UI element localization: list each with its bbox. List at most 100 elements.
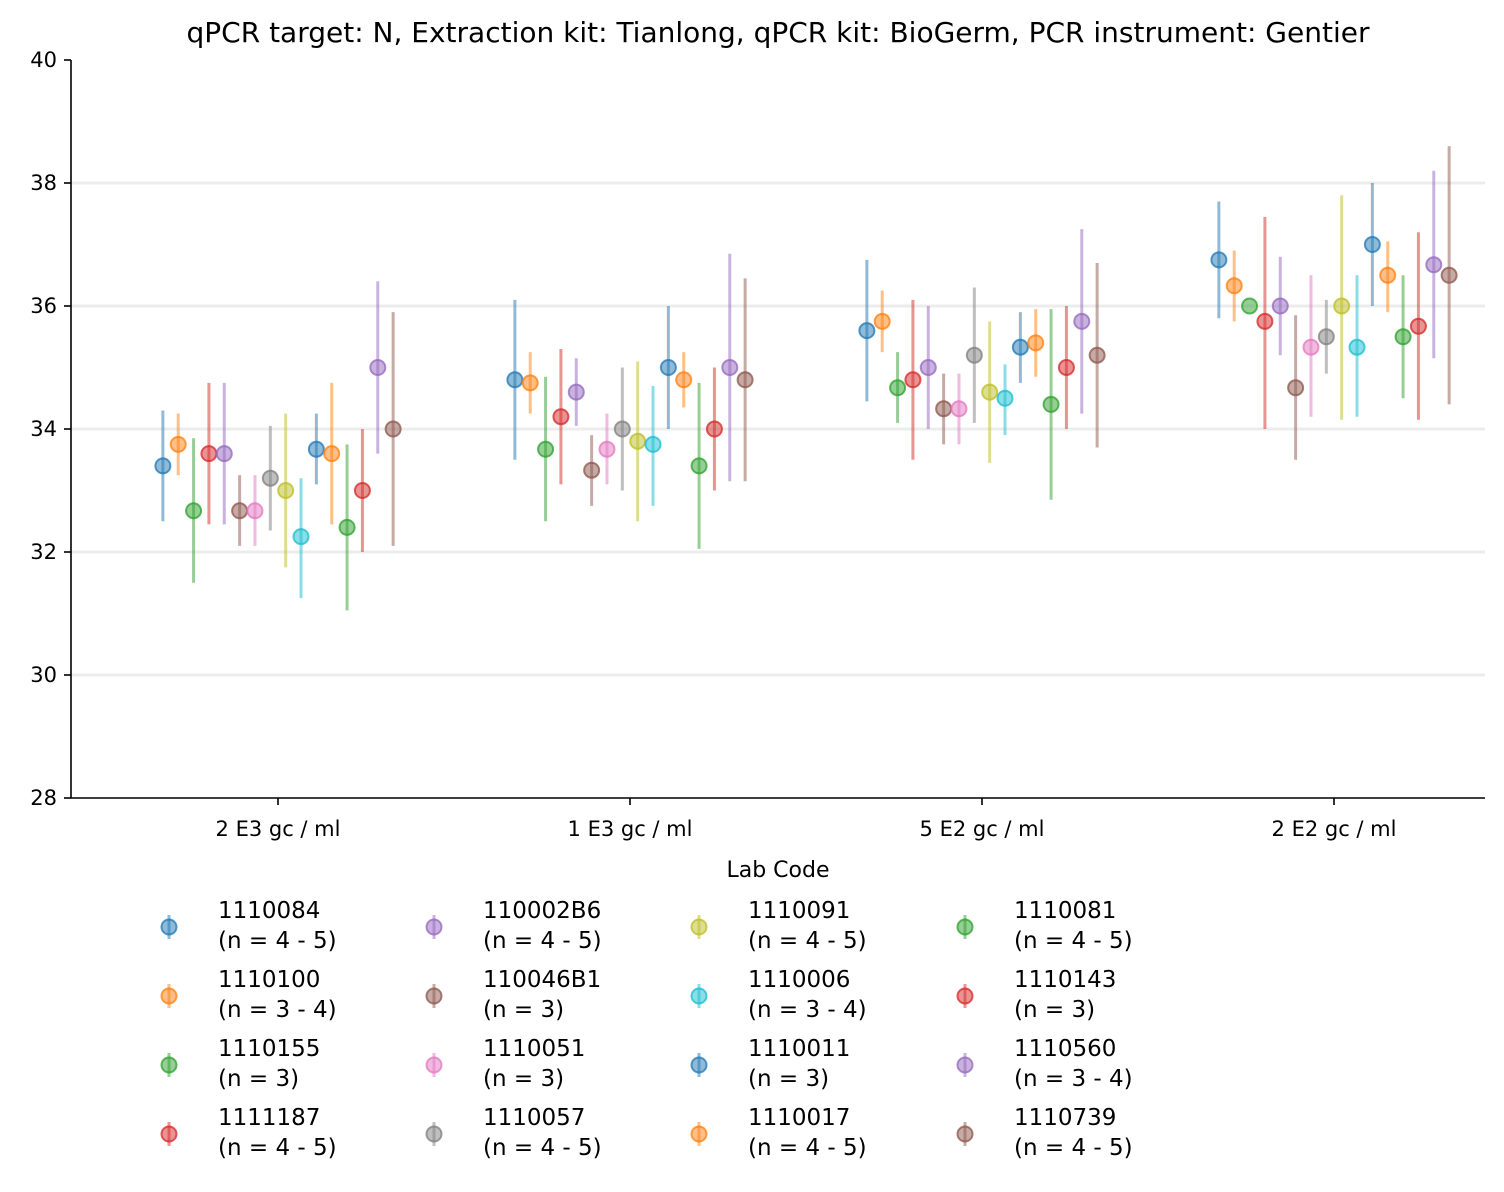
legend-label-1110091: 1110091: [748, 898, 850, 924]
point-1110091-3: [1333, 297, 1351, 315]
point-110002B6-2: [919, 359, 937, 376]
point-110002B6-0: [215, 445, 233, 463]
legend-label-1110051: 1110051: [483, 1036, 585, 1062]
point-1110560-2: [1073, 312, 1091, 330]
point-110002B6-3: [1271, 297, 1289, 315]
series-1110057: [261, 287, 1335, 531]
legend-marker-1111187: [160, 1125, 178, 1143]
legend-label-110046B1: 110046B1: [483, 967, 601, 993]
legend-n-1110155: (n = 3): [218, 1066, 299, 1092]
legend-label-1110143: 1110143: [1014, 967, 1116, 993]
legend-item-110002B6: 110002B6 (n = 4 - 5): [425, 898, 602, 954]
legend-n-1110057: (n = 4 - 5): [483, 1135, 602, 1161]
legend-n-1111187: (n = 4 - 5): [218, 1135, 337, 1161]
point-1110006-1: [644, 435, 662, 453]
point-110046B1-1: [583, 461, 601, 479]
point-1111187-3: [1256, 312, 1274, 330]
point-1110017-0: [323, 445, 341, 463]
point-1110057-0: [261, 469, 279, 487]
point-1110560-1: [721, 359, 739, 376]
legend-n-1110081: (n = 4 - 5): [1014, 928, 1133, 954]
legend-marker-110046B1: [425, 987, 443, 1005]
point-1110739-3: [1440, 266, 1458, 284]
legend-label-1110006: 1110006: [748, 967, 850, 993]
legend-item-1111187: 1111187 (n = 4 - 5): [160, 1105, 337, 1161]
point-1111187-2: [904, 371, 922, 389]
point-110046B1-2: [935, 400, 953, 418]
legend-item-1110739: 1110739 (n = 4 - 5): [956, 1105, 1133, 1161]
y-tick-label-34: 34: [30, 417, 57, 441]
point-1110011-0: [307, 440, 325, 458]
legend-item-1110091: 1110091 (n = 4 - 5): [690, 898, 867, 954]
point-1110011-1: [659, 359, 677, 376]
y-tick-label-30: 30: [30, 663, 57, 687]
legend-item-110046B1: 110046B1 (n = 3): [425, 967, 601, 1023]
legend-label-1110017: 1110017: [748, 1105, 850, 1131]
point-1110084-3: [1210, 251, 1228, 269]
legend-item-1110100: 1110100 (n = 3 - 4): [160, 967, 337, 1023]
series-1110143: [353, 232, 1427, 552]
legend-label-1110100: 1110100: [218, 967, 320, 993]
point-1110155-0: [185, 502, 203, 520]
legend-marker-1110091: [690, 918, 708, 936]
legend-marker-1110057: [425, 1125, 443, 1143]
point-1110011-2: [1011, 338, 1029, 356]
point-1110051-3: [1302, 338, 1320, 356]
legend-label-1110739: 1110739: [1014, 1105, 1116, 1131]
point-1110560-3: [1425, 256, 1443, 274]
legend-label-1110057: 1110057: [483, 1105, 585, 1131]
legend-n-110002B6: (n = 4 - 5): [483, 928, 602, 954]
legend-n-1110006: (n = 3 - 4): [748, 997, 867, 1023]
legend-label-1110560: 1110560: [1014, 1036, 1116, 1062]
point-1110057-1: [613, 420, 631, 438]
point-1110091-2: [981, 383, 999, 401]
y-tick-label-40: 40: [30, 48, 57, 72]
legend-label-1110081: 1110081: [1014, 898, 1116, 924]
legend-marker-1110084: [160, 918, 178, 936]
point-1111187-0: [200, 445, 218, 463]
series-1110011: [307, 183, 1381, 485]
legend-marker-1110006: [690, 987, 708, 1005]
point-1110100-1: [521, 374, 539, 392]
point-1110017-1: [675, 371, 693, 389]
point-1110057-3: [1317, 328, 1335, 346]
legend-marker-1110011: [690, 1056, 708, 1074]
point-1110011-3: [1363, 236, 1381, 253]
point-1110739-0: [384, 420, 402, 438]
point-110002B6-1: [567, 383, 585, 401]
series-1111187: [200, 216, 1274, 525]
point-1110100-3: [1225, 277, 1243, 295]
legend-marker-1110155: [160, 1056, 178, 1074]
point-1110081-2: [1042, 395, 1060, 413]
point-1110006-0: [292, 528, 310, 546]
point-1110100-0: [169, 435, 187, 453]
point-1110051-1: [598, 440, 616, 458]
axes: 28 30 32 34 36 38 40 2 E3 gc / ml 1 E3 gc / ml 5 …: [30, 48, 1485, 841]
legend-label-1110084: 1110084: [218, 898, 320, 924]
grid-lines: [71, 181, 1485, 677]
legend-n-1110739: (n = 4 - 5): [1014, 1135, 1133, 1161]
point-1110155-3: [1241, 297, 1259, 315]
legend-marker-1110017: [690, 1125, 708, 1143]
legend-n-1110084: (n = 4 - 5): [218, 928, 337, 954]
x-tick-label-3: 2 E2 gc / ml: [1272, 817, 1397, 841]
point-1110143-1: [705, 420, 723, 438]
y-tick-label-32: 32: [30, 540, 57, 564]
point-110046B1-3: [1287, 379, 1305, 397]
series-1110006: [292, 275, 1366, 599]
point-1110084-0: [154, 457, 172, 475]
legend-title: Lab Code: [726, 858, 829, 883]
legend-item-1110084: 1110084 (n = 4 - 5): [160, 898, 337, 954]
point-1110155-1: [537, 440, 555, 458]
point-1110081-1: [690, 457, 708, 475]
legend-item-1110155: 1110155 (n = 3): [160, 1036, 320, 1092]
x-tick-label-0: 2 E3 gc / ml: [216, 817, 341, 841]
point-1110017-2: [1027, 334, 1045, 352]
legend-label-1111187: 1111187: [218, 1105, 320, 1131]
legend-n-1110100: (n = 3 - 4): [218, 997, 337, 1023]
legend-item-1110057: 1110057 (n = 4 - 5): [425, 1105, 602, 1161]
legend-item-1110051: 1110051 (n = 3): [425, 1036, 585, 1092]
y-tick-label-28: 28: [30, 786, 57, 810]
legend: 1110084(n = 4 - 5)1110100(n = 3 - 4)1110…: [160, 898, 1133, 1161]
